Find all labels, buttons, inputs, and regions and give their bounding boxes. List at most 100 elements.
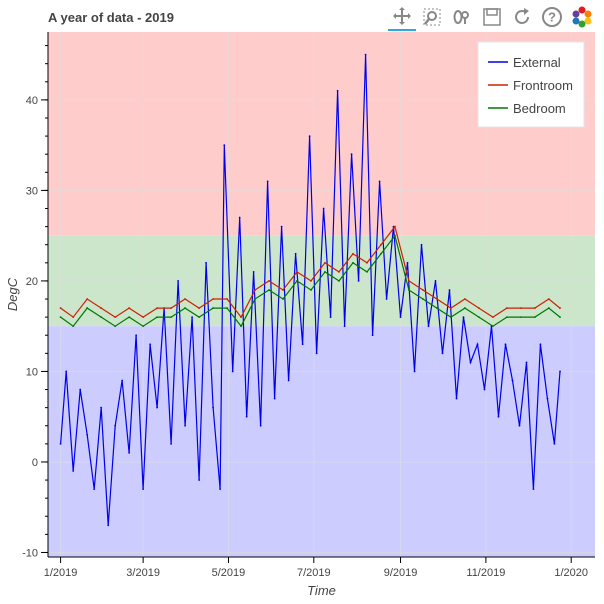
move-arrows-icon <box>393 7 411 25</box>
data-point-external <box>121 379 124 382</box>
wheel-zoom-tool-button[interactable] <box>448 3 476 31</box>
data-point-frontroom <box>142 316 145 319</box>
data-point-external <box>441 352 444 355</box>
data-point-external <box>322 207 325 210</box>
data-point-bedroom <box>128 316 131 319</box>
data-point-bedroom <box>310 289 312 291</box>
data-point-bedroom <box>394 234 396 237</box>
data-point-bedroom <box>282 298 284 300</box>
data-point-external <box>420 243 423 246</box>
data-point-bedroom <box>491 325 494 328</box>
bokeh-logo-icon <box>572 6 592 28</box>
data-point-external <box>518 424 521 427</box>
help-icon: ? <box>542 7 562 27</box>
data-point-external <box>93 488 96 491</box>
x-tick-label: 7/2019 <box>297 567 331 579</box>
data-point-external <box>434 280 437 282</box>
data-point-external <box>287 379 290 382</box>
data-point-external <box>149 343 152 346</box>
data-point-frontroom <box>212 298 214 300</box>
data-point-frontroom <box>408 280 410 282</box>
data-point-external <box>301 343 304 346</box>
reset-tool-button[interactable] <box>508 3 536 31</box>
data-point-external <box>343 325 346 328</box>
data-point-frontroom <box>100 307 103 309</box>
data-point-external <box>86 433 89 436</box>
data-point-external <box>546 397 549 400</box>
data-point-frontroom <box>296 270 298 273</box>
data-point-frontroom <box>156 307 159 309</box>
data-point-bedroom <box>519 316 522 319</box>
data-point-external <box>539 343 542 346</box>
data-point-bedroom <box>324 270 326 273</box>
data-point-external <box>142 488 145 491</box>
data-point-frontroom <box>380 243 382 246</box>
data-point-external <box>135 334 138 337</box>
data-point-external <box>223 144 226 147</box>
data-point-external <box>191 316 193 319</box>
data-point-external <box>525 361 528 364</box>
y-tick-label: 0 <box>32 457 38 469</box>
x-tick-label: 3/2019 <box>126 567 160 579</box>
data-point-frontroom <box>436 298 438 300</box>
data-point-external <box>205 261 207 264</box>
data-point-external <box>252 270 255 273</box>
data-point-external <box>219 488 221 491</box>
y-tick-label: 30 <box>26 185 38 197</box>
data-point-external <box>280 225 283 228</box>
data-point-frontroom <box>170 307 173 309</box>
data-point-bedroom <box>477 316 480 319</box>
data-point-external <box>273 397 276 400</box>
legend-label-external: External <box>513 55 561 70</box>
box-zoom-tool-button[interactable] <box>418 3 446 31</box>
data-point-frontroom <box>338 270 340 273</box>
data-point-frontroom <box>310 280 312 282</box>
data-point-bedroom <box>268 289 270 291</box>
data-point-bedroom <box>156 316 159 319</box>
data-point-external <box>245 415 248 418</box>
data-point-bedroom <box>296 280 298 282</box>
data-point-bedroom <box>533 316 536 319</box>
data-point-external <box>413 370 416 373</box>
data-point-external <box>336 89 339 92</box>
data-point-external <box>553 442 556 445</box>
data-point-external <box>266 180 269 183</box>
data-point-frontroom <box>559 307 561 309</box>
data-point-external <box>107 524 110 527</box>
data-point-frontroom <box>226 298 228 300</box>
help-tool-button[interactable]: ? <box>538 3 566 31</box>
data-point-external <box>198 479 200 481</box>
data-point-frontroom <box>114 316 117 319</box>
data-point-external <box>231 370 234 373</box>
data-point-bedroom <box>184 307 186 309</box>
y-tick-label: 20 <box>26 276 38 288</box>
data-point-external <box>511 379 514 382</box>
data-point-external <box>308 135 311 137</box>
svg-text:?: ? <box>548 10 556 25</box>
data-point-frontroom <box>72 316 75 319</box>
y-tick-label: 10 <box>26 366 38 378</box>
wheel-zoom-icon <box>453 10 469 24</box>
data-point-bedroom <box>254 298 256 300</box>
data-point-external <box>476 343 479 346</box>
data-point-bedroom <box>226 307 228 309</box>
data-point-external <box>504 343 507 346</box>
data-point-external <box>406 261 409 264</box>
pan-tool-button[interactable] <box>388 3 416 31</box>
data-point-frontroom <box>422 289 424 291</box>
data-point-bedroom <box>240 325 242 328</box>
data-point-external <box>427 325 430 328</box>
data-point-frontroom <box>352 252 354 255</box>
x-tick-label: 11/2019 <box>466 567 505 579</box>
data-point-frontroom <box>128 307 131 309</box>
bokeh-logo[interactable] <box>568 3 596 31</box>
data-point-frontroom <box>477 307 480 309</box>
data-point-bedroom <box>366 270 368 273</box>
data-point-external <box>294 252 297 255</box>
data-point-bedroom <box>114 325 117 328</box>
data-point-frontroom <box>268 280 270 282</box>
legend-label-bedroom: Bedroom <box>513 101 566 116</box>
save-tool-button[interactable] <box>478 3 506 31</box>
data-point-bedroom <box>436 307 438 309</box>
